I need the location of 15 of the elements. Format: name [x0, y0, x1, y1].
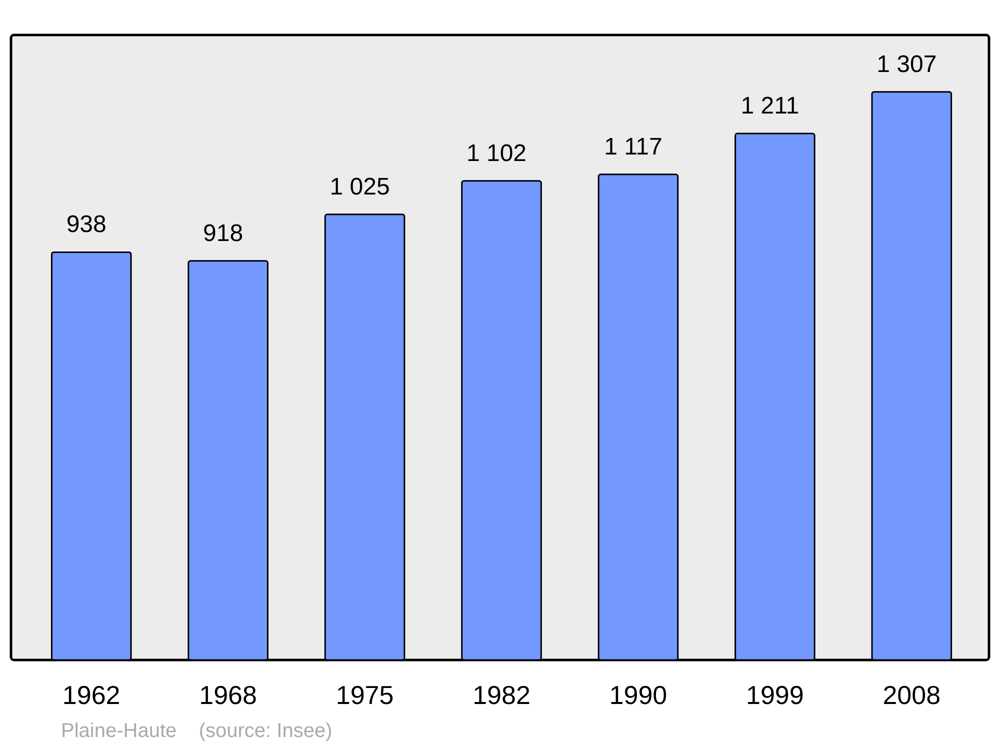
- x-tick-label: 1990: [609, 680, 668, 710]
- data-label: 1 102: [466, 140, 527, 167]
- x-tick-label: 1999: [746, 680, 804, 710]
- data-label: 938: [66, 211, 106, 238]
- x-tick-label: 1975: [336, 680, 394, 710]
- data-label: 1 307: [876, 50, 937, 78]
- data-label: 1 211: [740, 92, 800, 120]
- x-tick-label: 1982: [472, 680, 530, 710]
- x-tick-label: 2008: [882, 680, 941, 710]
- x-tick-label: 1962: [62, 680, 120, 710]
- data-label: 1 025: [330, 173, 390, 200]
- data-label: 918: [203, 220, 244, 247]
- x-tick-label: 1968: [199, 680, 257, 710]
- text: Plaine-Haute (source: Insee): [61, 720, 332, 742]
- data-label: 1 117: [604, 133, 662, 160]
